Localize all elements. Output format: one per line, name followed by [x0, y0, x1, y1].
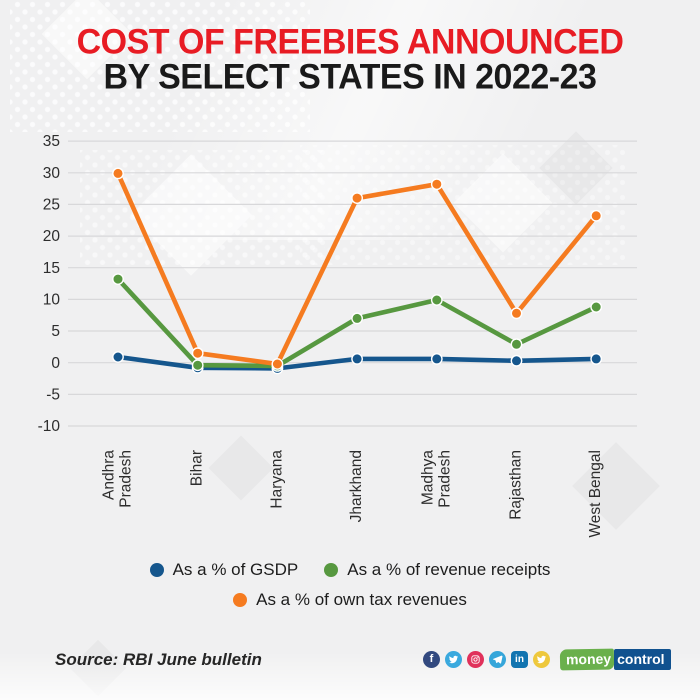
chart-title: COST OF FREEBIES ANNOUNCED BY SELECT STA…	[0, 22, 700, 97]
legend-item-own-tax-revenues: As a % of own tax revenues	[233, 590, 467, 610]
facebook-icon[interactable]: f	[423, 651, 440, 668]
svg-text:-5: -5	[46, 386, 60, 403]
svg-text:25: 25	[43, 196, 60, 213]
svg-text:0: 0	[51, 355, 60, 372]
telegram-icon[interactable]	[489, 651, 506, 668]
social-icons: f in	[423, 651, 550, 668]
legend-label-own-tax-revenues: As a % of own tax revenues	[256, 590, 467, 609]
twitter-icon[interactable]	[445, 651, 462, 668]
svg-text:West Bengal: West Bengal	[587, 450, 604, 538]
svg-text:Haryana: Haryana	[268, 450, 285, 509]
koo-icon[interactable]	[533, 651, 550, 668]
title-line-1: COST OF FREEBIES ANNOUNCED	[76, 22, 624, 62]
title-line-2: BY SELECT STATES IN 2022-23	[103, 57, 597, 97]
legend-item-gsdp: As a % of GSDP	[149, 560, 299, 580]
svg-text:10: 10	[43, 291, 61, 308]
legend-label-gsdp: As a % of GSDP	[172, 560, 299, 579]
instagram-icon[interactable]	[467, 651, 484, 668]
moneycontrol-logo-control: control	[614, 649, 671, 670]
svg-text:5: 5	[51, 323, 60, 340]
legend-row-1: As a % of GSDP As a % of revenue receipt…	[149, 560, 550, 580]
linkedin-icon[interactable]: in	[511, 651, 528, 668]
svg-text:AndhraPradesh: AndhraPradesh	[101, 450, 135, 508]
footer: Source: RBI June bulletin f in money cont…	[0, 644, 700, 684]
svg-text:-10: -10	[38, 418, 61, 435]
svg-text:30: 30	[43, 165, 61, 182]
svg-text:35: 35	[43, 133, 60, 150]
svg-text:20: 20	[43, 228, 61, 245]
legend-label-revenue-receipts: As a % of revenue receipts	[347, 560, 551, 579]
legend-dot-own-tax-revenues	[233, 593, 248, 607]
svg-text:Rajasthan: Rajasthan	[508, 450, 525, 520]
svg-text:MadhyaPradesh: MadhyaPradesh	[419, 450, 453, 508]
svg-text:Bihar: Bihar	[189, 450, 206, 486]
legend-row-2: As a % of own tax revenues	[233, 590, 467, 610]
chart-legend: As a % of GSDP As a % of revenue receipt…	[0, 560, 700, 610]
svg-text:Jharkhand: Jharkhand	[348, 450, 365, 522]
svg-text:15: 15	[43, 260, 60, 277]
legend-item-revenue-receipts: As a % of revenue receipts	[324, 560, 550, 580]
legend-dot-gsdp	[149, 563, 164, 577]
legend-dot-revenue-receipts	[324, 563, 339, 577]
source-note: Source: RBI June bulletin	[55, 650, 262, 669]
moneycontrol-logo-money: money	[559, 648, 615, 671]
line-chart: 35 30 25 20 15 10 5 0 -5 -10 AndhraPradesh Bihar Har…	[38, 133, 637, 538]
moneycontrol-logo[interactable]: money control	[559, 648, 671, 671]
